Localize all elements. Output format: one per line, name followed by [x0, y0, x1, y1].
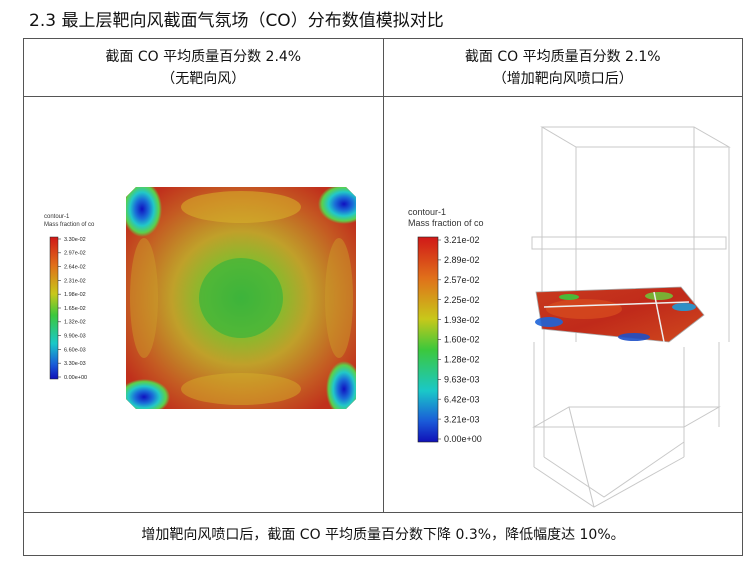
- left-title-line1: 截面 CO 平均质量百分数 2.4%: [105, 48, 302, 65]
- left-legend-labels: 3.30e-02 2.97e-02 2.64e-02 2.31e-02 1.98e-02…: [58, 237, 87, 381]
- legend-tick-label: 1.60e-02: [444, 335, 480, 345]
- right-title-line1: 截面 CO 平均质量百分数 2.1%: [464, 48, 661, 65]
- conclusion-cell: 增加靶向风喷口后，截面 CO 平均质量百分数下降 0.3%，降低幅度达 10%。: [23, 512, 743, 556]
- legend-tick-label: 2.97e-02: [64, 251, 86, 257]
- corner-low-spot: [326, 361, 356, 409]
- conclusion-text: 增加靶向风喷口后，截面 CO 平均质量百分数下降 0.3%，降低幅度达 10%。: [141, 527, 625, 543]
- legend-tick-label: 2.89e-02: [444, 255, 480, 265]
- legend-tick-label: 0.00e+00: [64, 375, 87, 381]
- legend-tick-label: 3.21e-03: [444, 414, 480, 424]
- left-image-cell: contour-1 Mass fraction of co 3.30e-02 2.…: [23, 96, 384, 513]
- corner-low-spot: [126, 187, 162, 237]
- contour-plot-with-target-wind: contour-1 Mass fraction of co 3.21e-02 2.…: [408, 126, 731, 508]
- legend-tick-label: 1.28e-02: [444, 355, 480, 365]
- furnace-wireframe: [531, 126, 731, 508]
- right-legend-colorbar: [417, 236, 438, 443]
- legend-tick-label: 1.98e-02: [64, 292, 86, 298]
- right-image-cell: contour-1 Mass fraction of co 3.21e-02 2.…: [382, 96, 743, 513]
- right-header-cell: 截面 CO 平均质量百分数 2.1% （增加靶向风喷口后）: [382, 38, 743, 97]
- left-legend-colorbar: [49, 236, 59, 380]
- legend-tick-label: 2.25e-02: [444, 295, 480, 305]
- legend-tick-label: 3.21e-02: [444, 235, 480, 245]
- right-legend-title2: Mass fraction of co: [408, 218, 484, 228]
- legend-tick-label: 2.57e-02: [444, 275, 480, 285]
- left-title-line2: （无靶向风）: [161, 70, 246, 87]
- legend-tick-label: 9.90e-03: [64, 334, 86, 340]
- legend-tick-label: 0.00e+00: [444, 434, 482, 444]
- left-header-cell: 截面 CO 平均质量百分数 2.4% （无靶向风）: [23, 38, 384, 97]
- legend-tick-label: 3.30e-03: [64, 361, 86, 367]
- contour-plot-no-target-wind: contour-1 Mass fraction of co 3.30e-02 2.…: [44, 187, 356, 409]
- legend-tick-label: 9.63e-03: [444, 374, 480, 384]
- left-legend-title2: Mass fraction of co: [44, 222, 95, 228]
- legend-tick-label: 1.93e-02: [444, 315, 480, 325]
- section-heading: 2.3 最上层靶向风截面气氛场（CO）分布数值模拟对比: [29, 11, 444, 31]
- legend-tick-label: 1.32e-02: [64, 320, 86, 326]
- corner-low-spot: [671, 303, 696, 311]
- legend-tick-label: 6.42e-03: [444, 394, 480, 404]
- corner-low-spot: [534, 317, 563, 327]
- comparison-table: 截面 CO 平均质量百分数 2.4% （无靶向风） 截面 CO 平均质量百分数 …: [23, 38, 743, 556]
- legend-tick-label: 1.65e-02: [64, 306, 86, 312]
- corner-low-spot: [126, 379, 170, 409]
- right-legend-title1: contour-1: [408, 207, 446, 217]
- right-title-line2: （增加靶向风喷口后）: [492, 70, 633, 87]
- corner-low-spot: [617, 333, 650, 341]
- legend-tick-label: 2.64e-02: [64, 265, 86, 271]
- legend-tick-label: 3.30e-02: [64, 237, 86, 243]
- right-legend-labels: 3.21e-02 2.89e-02 2.57e-02 2.25e-02 1.93e-02…: [437, 235, 482, 444]
- corner-low-spot: [318, 187, 356, 224]
- left-legend-title1: contour-1: [44, 214, 70, 220]
- legend-tick-label: 2.31e-02: [64, 278, 86, 284]
- legend-tick-label: 6.60e-03: [64, 347, 86, 353]
